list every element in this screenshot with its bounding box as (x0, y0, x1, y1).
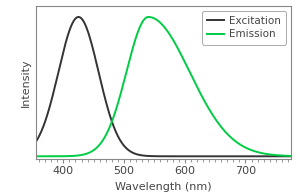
Excitation (62, 48, 66, 50)
Emission (136, 31, 140, 34)
Excitation (299, 155, 300, 158)
Line: Emission: Emission (33, 17, 300, 156)
Excitation (79, 16, 82, 19)
Emission (31, 155, 35, 158)
Line: Excitation: Excitation (33, 17, 300, 156)
Emission (79, 154, 82, 156)
Excitation (270, 155, 273, 158)
Y-axis label: Intensity: Intensity (20, 58, 30, 107)
Excitation (31, 145, 35, 147)
Emission (146, 16, 150, 18)
Excitation (77, 16, 80, 18)
Emission (148, 16, 152, 18)
Legend: Excitation, Emission: Excitation, Emission (202, 11, 286, 45)
Excitation (136, 153, 140, 156)
Excitation (148, 155, 152, 157)
Emission (299, 155, 300, 157)
X-axis label: Wavelength (nm): Wavelength (nm) (115, 182, 212, 192)
Emission (62, 155, 66, 157)
Emission (270, 153, 273, 156)
